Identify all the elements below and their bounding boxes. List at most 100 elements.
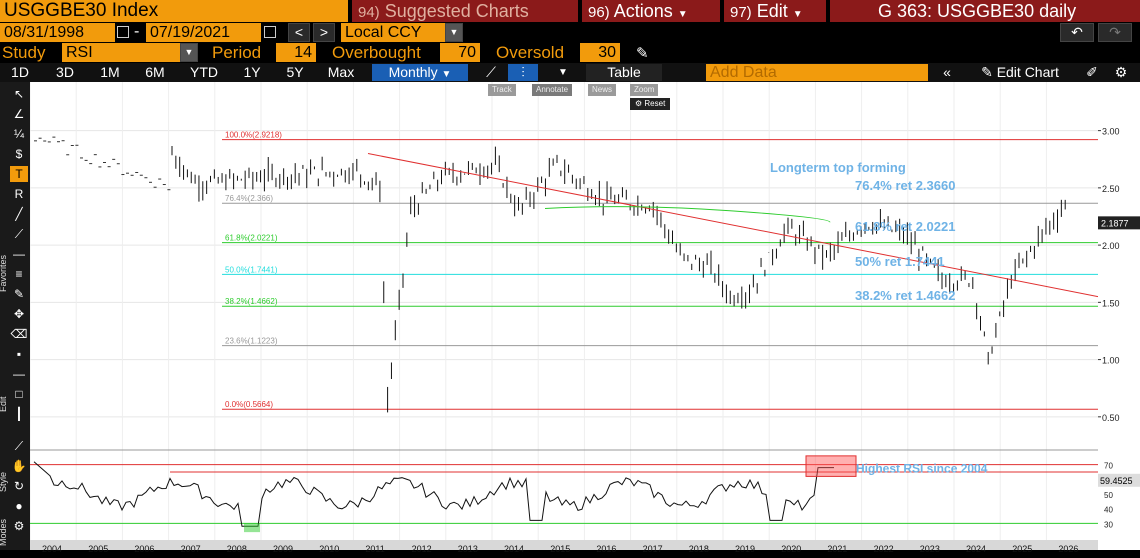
actions-button[interactable]: 96) Actions ▼ — [582, 0, 720, 22]
range-6m[interactable]: 6M — [145, 64, 165, 80]
period-input[interactable]: 14 — [276, 43, 316, 62]
overbought-input[interactable]: 70 — [440, 43, 480, 62]
chevron-down-icon[interactable]: ▼ — [445, 23, 463, 42]
range-3d[interactable]: 3D — [56, 64, 74, 80]
edit-label: Edit — [756, 1, 788, 21]
calendar-icon[interactable] — [117, 26, 129, 38]
range-1d[interactable]: 1D — [11, 64, 29, 80]
brush-icon[interactable]: ╱ — [15, 207, 23, 221]
rsi-last-badge — [1098, 473, 1140, 487]
annotation-text: 38.2% ret 1.4662 — [855, 288, 955, 303]
news-tool[interactable]: News — [588, 84, 617, 96]
x-tick-label: 2008 — [227, 544, 247, 553]
price-chart[interactable]: 100.0%(2.9218) 76.4%(2.366) 61.8%(2.0221) 5… — [30, 82, 1098, 550]
chevron-down-icon[interactable]: ▼ — [180, 43, 198, 62]
horizontal-line-icon[interactable]: — — [13, 247, 25, 261]
cursor-icon[interactable]: ↖ — [13, 87, 25, 101]
start-date-field[interactable]: 08/31/1998 — [0, 23, 115, 42]
style-weight-icon[interactable]: ┃ — [15, 407, 23, 421]
channel-icon[interactable]: ≡ — [15, 267, 23, 281]
range-ytd[interactable]: YTD — [190, 64, 218, 80]
range-5y[interactable]: 5Y — [286, 64, 304, 80]
pan-icon[interactable]: ✋ — [11, 459, 27, 473]
favorites-label: Favorites — [0, 254, 8, 292]
study-select[interactable]: RSI — [62, 43, 180, 62]
trendline — [367, 153, 1098, 298]
chart-canvas: 100.0%(2.9218) 76.4%(2.366) 61.8%(2.0221) 5… — [30, 82, 1098, 540]
edit-layout-icon[interactable]: ✐ — [1086, 64, 1098, 80]
title-bar: USGGBE30 Index 94) Suggested Charts 96) … — [0, 0, 1140, 22]
fib-label: 38.2%(1.4662) — [225, 297, 278, 306]
trash-icon[interactable]: ▪ — [16, 347, 22, 361]
annotation-text: 61.8% ret 2.0221 — [855, 219, 955, 234]
pencil-icon[interactable]: ✎ — [636, 45, 649, 62]
oversold-label: Oversold — [496, 43, 565, 62]
line-chart-icon[interactable]: ⟋ — [486, 64, 496, 80]
range-1m[interactable]: 1M — [100, 64, 120, 80]
drawing-toolbar: ↖ ∠ ¼ $ T R ╱ ⟋ — ≡ ✎ ✥ ⌫ ▪ ― □ ┃ ⟋ ✋ ↻ … — [0, 82, 30, 550]
calendar-icon[interactable] — [264, 26, 276, 38]
table-button[interactable]: Table — [586, 64, 662, 81]
x-tick-label: 2010 — [319, 544, 339, 553]
rsi-tick-label: 70 — [1104, 462, 1113, 471]
ticker-field[interactable]: USGGBE30 Index — [0, 0, 348, 22]
palette-icon[interactable]: ● — [15, 499, 23, 513]
chevron-down-icon[interactable]: ▼ — [558, 67, 568, 78]
reset-button[interactable]: ⚙ Reset — [630, 98, 671, 110]
study-label: Study — [2, 43, 46, 62]
ray-tool-icon[interactable]: R — [14, 187, 24, 201]
edit-chart-label: Edit Chart — [996, 64, 1059, 80]
trend-line-icon[interactable]: ⟋ — [14, 227, 24, 241]
currency-select[interactable]: Local CCY — [341, 23, 463, 42]
frequency-value: Monthly — [388, 64, 438, 80]
date-separator: - — [134, 23, 140, 40]
x-tick-label: 2022 — [874, 544, 894, 553]
y-tick-label: 3.00 — [1102, 127, 1120, 137]
eraser-icon[interactable]: ⌫ — [10, 327, 28, 341]
prev-period-button[interactable]: < — [288, 23, 310, 42]
x-tick-label: 2007 — [181, 544, 201, 553]
x-tick-label: 2006 — [134, 544, 154, 553]
range-max[interactable]: Max — [327, 64, 355, 80]
x-tick-label: 2019 — [735, 544, 755, 553]
style-line-icon[interactable]: ― — [13, 367, 25, 381]
y-tick-label: 1.00 — [1102, 356, 1120, 366]
x-tick-label: 2009 — [273, 544, 293, 553]
gear-icon[interactable]: ⚙ — [1114, 64, 1128, 80]
period-label: Period — [212, 43, 262, 62]
frequency-select[interactable]: Monthly ▼ — [372, 64, 468, 81]
refresh-icon[interactable]: ↻ — [13, 479, 25, 493]
text-tool-icon[interactable]: T — [10, 166, 28, 182]
oversold-input[interactable]: 30 — [580, 43, 620, 62]
annotate-tool[interactable]: Annotate — [532, 84, 573, 96]
gear-icon[interactable]: ⚙ — [13, 519, 25, 533]
range-1y[interactable]: 1Y — [243, 64, 261, 80]
redo-icon[interactable]: ↷ — [1098, 23, 1132, 42]
line-tool-icon[interactable]: ∠ — [13, 107, 25, 121]
undo-icon[interactable]: ↶ — [1060, 23, 1094, 42]
add-data-input[interactable]: Add Data — [706, 64, 928, 81]
bar-chart-icon[interactable]: ⫶ — [508, 64, 538, 81]
style-fill-icon[interactable]: □ — [15, 387, 23, 401]
pencil-icon[interactable]: ✎ — [13, 287, 25, 301]
chevron-down-icon: ▼ — [677, 9, 688, 20]
edit-chart-button[interactable]: ✎ Edit Chart — [966, 64, 1074, 81]
fib-label: 50.0%(1.7441) — [225, 265, 278, 274]
next-period-button[interactable]: > — [313, 23, 335, 42]
edit-menu-button[interactable]: 97) Edit ▼ — [724, 0, 826, 22]
percent-tool-icon[interactable]: ¼ — [13, 127, 24, 141]
moving-average — [544, 206, 831, 223]
move-icon[interactable]: ✥ — [13, 307, 25, 321]
x-tick-label: 2017 — [643, 544, 663, 553]
fib-label: 0.0%(0.5664) — [225, 400, 273, 409]
collapse-icon[interactable]: « — [943, 64, 951, 80]
track-tool[interactable]: Track — [488, 84, 516, 96]
zoom-tool[interactable]: Zoom — [630, 84, 659, 96]
end-date-field[interactable]: 07/19/2021 — [146, 23, 261, 42]
x-tick-label: 2016 — [596, 544, 616, 553]
dollar-tool-icon[interactable]: $ — [15, 147, 23, 161]
x-tick-label: 2025 — [1012, 544, 1032, 553]
suggested-charts-button[interactable]: 94) Suggested Charts — [352, 0, 578, 22]
x-axis: 2004 2005 2006 2007 2008 2009 2010 2011 2012 2013… — [30, 540, 1098, 554]
diagonal-icon[interactable]: ⟋ — [14, 439, 24, 453]
